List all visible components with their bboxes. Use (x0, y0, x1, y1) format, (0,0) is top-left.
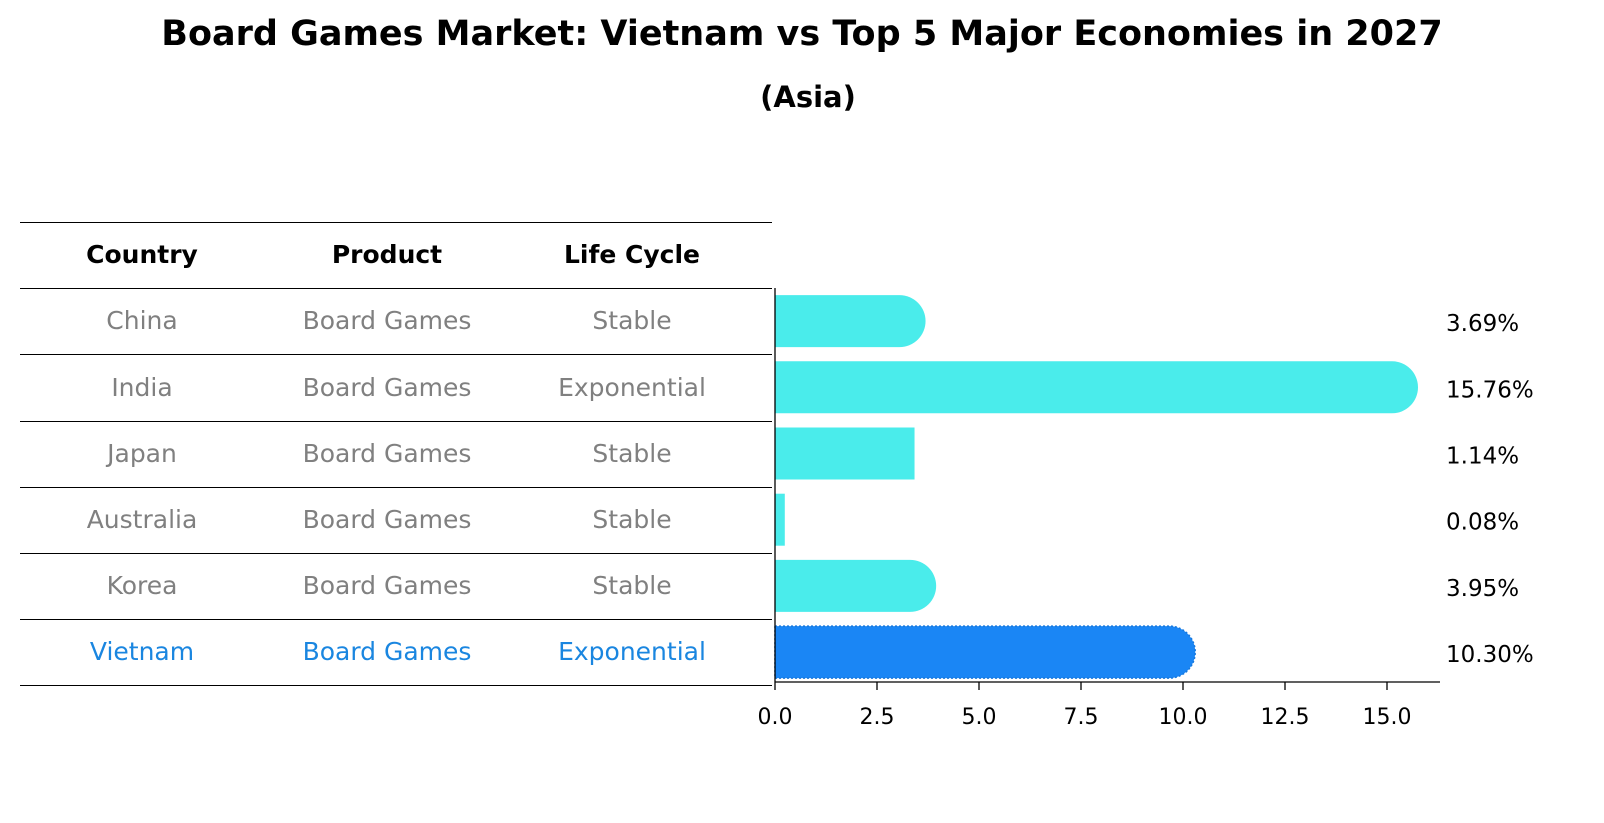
chart-title: Board Games Market: Vietnam vs Top 5 Maj… (161, 14, 1443, 54)
cell-country: India (111, 372, 173, 402)
cell-country: Vietnam (89, 637, 195, 667)
cell-country: China (106, 306, 178, 336)
cell-product: Board Games (302, 504, 472, 534)
x-tick-label: 10.0 (1159, 705, 1208, 730)
bar-china (775, 295, 926, 348)
value-label-korea: 3.95% (1446, 576, 1519, 602)
bar-japan (775, 427, 915, 480)
x-tick-label: 7.5 (1064, 705, 1099, 730)
x-tick-label: 15.0 (1363, 705, 1412, 730)
cell-product: Board Games (302, 372, 472, 402)
cell-country: Australia (86, 504, 198, 534)
header-rule (20, 288, 772, 290)
cell-life-cycle: Stable (592, 438, 672, 468)
cell-product: Board Games (302, 571, 472, 601)
chart-subtitle: (Asia) (760, 80, 856, 114)
cell-life-cycle: Stable (592, 306, 672, 336)
row-rule (20, 420, 772, 422)
cell-life-cycle: Stable (592, 571, 672, 601)
bar-australia (775, 493, 785, 546)
x-tick-label: 2.5 (860, 705, 895, 730)
row-rule (20, 354, 772, 356)
row-rule (20, 553, 772, 554)
x-tick-label: 0.0 (758, 705, 793, 730)
cell-life-cycle: Exponential (558, 637, 706, 667)
row-rule (20, 486, 772, 488)
bar-vietnam (774, 625, 1196, 679)
header-life-cycle: Life Cycle (563, 240, 701, 270)
row-rule (20, 619, 772, 621)
cell-product: Board Games (302, 637, 472, 667)
bar-korea (775, 559, 937, 612)
x-tick-label: 5.0 (962, 705, 997, 730)
header-country: Country (86, 240, 198, 270)
cell-life-cycle: Stable (592, 504, 672, 534)
value-label-japan: 1.14% (1446, 444, 1519, 470)
cell-country: Korea (106, 571, 178, 601)
value-label-india: 15.76% (1446, 377, 1534, 403)
value-label-australia: 0.08% (1446, 510, 1519, 536)
value-label-china: 3.69% (1446, 311, 1519, 337)
value-label-vietnam: 10.30% (1446, 642, 1534, 668)
table-top-rule (20, 222, 772, 223)
cell-product: Board Games (302, 306, 472, 336)
cell-life-cycle: Exponential (558, 372, 706, 402)
row-rule (20, 685, 772, 687)
cell-product: Board Games (302, 438, 472, 468)
bar-india (775, 361, 1419, 414)
x-tick-label: 12.5 (1261, 705, 1310, 730)
header-product: Product (331, 240, 443, 270)
cell-country: Japan (107, 438, 177, 468)
